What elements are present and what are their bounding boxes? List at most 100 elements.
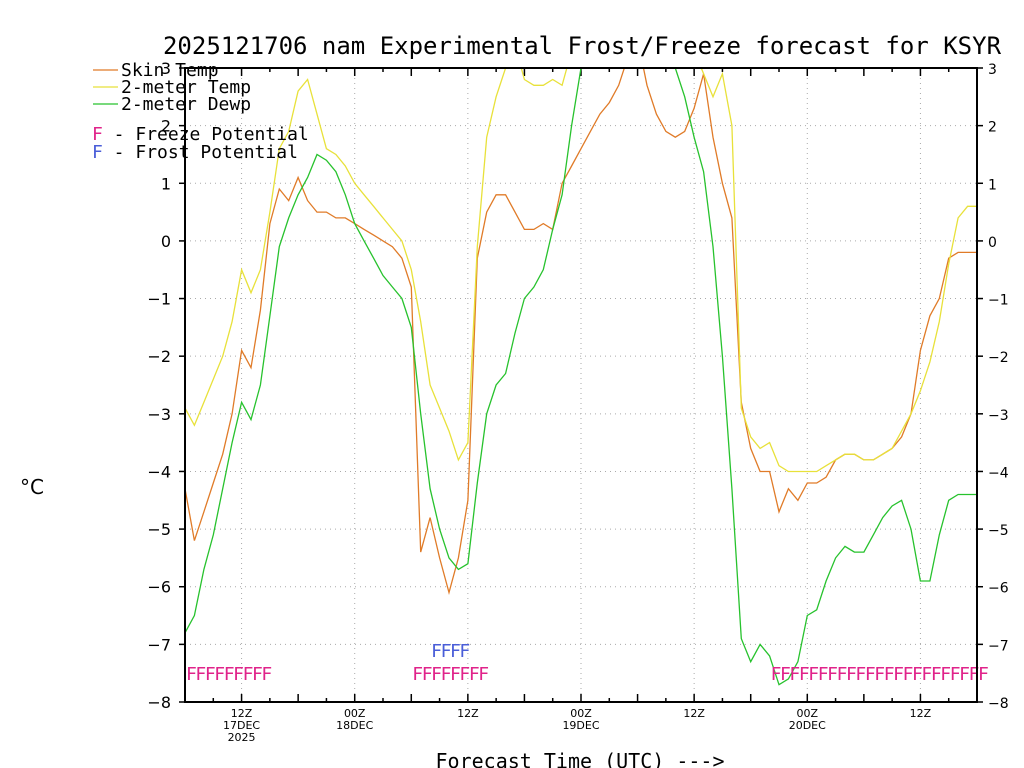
freeze-flag: F <box>865 664 876 685</box>
y-tick-label: 1 <box>988 177 997 193</box>
freeze-flag: F <box>195 664 206 685</box>
y-tick-label: −4 <box>988 465 1009 481</box>
y-tick-label: 2 <box>161 117 171 136</box>
freeze-flag: F <box>233 664 244 685</box>
freeze-flag: F <box>959 664 970 685</box>
freeze-flag: F <box>950 664 961 685</box>
freeze-flag: F <box>818 664 829 685</box>
series-line-skin-temp <box>185 68 977 595</box>
y-tick-label: −5 <box>147 520 171 539</box>
y-tick-label: −2 <box>988 350 1009 366</box>
legend-potential-text: - Frost Potential <box>103 142 298 163</box>
legend-potential-text: - Freeze Potential <box>103 124 309 145</box>
x-tick-label: 19DEC <box>562 719 599 732</box>
y-tick-label: 0 <box>161 232 171 251</box>
legend-potential-label: F - Frost Potential <box>92 142 298 163</box>
frost-flag: F <box>431 641 442 662</box>
freeze-flag: F <box>827 664 838 685</box>
legend-label: 2-meter Dewp <box>121 94 251 115</box>
y-tick-label: −7 <box>147 635 171 654</box>
frost-flag: F <box>459 641 470 662</box>
legend-label: 2-meter Temp <box>121 77 251 98</box>
y-tick-label: 1 <box>161 174 171 193</box>
y-tick-label: −8 <box>988 696 1009 712</box>
x-tick-label: 00Z <box>570 707 592 720</box>
freeze-flag: F <box>969 664 980 685</box>
x-tick-label: 17DEC <box>223 719 260 732</box>
x-axis-label: Forecast Time (UTC) ---> <box>436 749 725 768</box>
freeze-flag: F <box>837 664 848 685</box>
freeze-flag: F <box>224 664 235 685</box>
legend-potential-letter: F <box>92 124 103 145</box>
freeze-flag: F <box>243 664 254 685</box>
x-tick-label: 20DEC <box>789 719 826 732</box>
legend-potential-letter: F <box>92 142 103 163</box>
freeze-flag: F <box>469 664 480 685</box>
freeze-flag: F <box>431 664 442 685</box>
freeze-flag: F <box>799 664 810 685</box>
freeze-flag: F <box>808 664 819 685</box>
freeze-flag: F <box>855 664 866 685</box>
y-tick-label: −5 <box>988 523 1009 539</box>
x-tick-label: 2025 <box>228 731 256 744</box>
freeze-flag: F <box>874 664 885 685</box>
y-tick-label: −6 <box>988 581 1009 597</box>
y-tick-label: −8 <box>147 693 171 712</box>
freeze-flag: F <box>931 664 942 685</box>
frost-flag: F <box>450 641 461 662</box>
freeze-flag: F <box>846 664 857 685</box>
freeze-flag: F <box>205 664 216 685</box>
freeze-flag: F <box>771 664 782 685</box>
y-tick-label: −2 <box>147 347 171 366</box>
y-tick-label: 3 <box>161 59 171 78</box>
x-tick-label: 12Z <box>910 707 932 720</box>
freeze-flag: F <box>893 664 904 685</box>
x-tick-label: 12Z <box>231 707 253 720</box>
x-tick-label: 00Z <box>797 707 819 720</box>
legend-label: Skin Temp <box>121 60 219 81</box>
y-tick-label: −1 <box>988 293 1009 309</box>
series-line-2-meter-temp <box>185 68 977 473</box>
chart-title: 2025121706 nam Experimental Frost/Freeze… <box>163 32 1002 60</box>
y-tick-label: −3 <box>147 405 171 424</box>
y-tick-label: 0 <box>988 235 997 251</box>
legend-potential-label: F - Freeze Potential <box>92 124 309 145</box>
freeze-flag: F <box>780 664 791 685</box>
freeze-flag: F <box>978 664 989 685</box>
freeze-flag: F <box>450 664 461 685</box>
y-tick-label: −6 <box>147 578 171 597</box>
freeze-flag: F <box>412 664 423 685</box>
y-tick-label: 3 <box>988 62 997 78</box>
freeze-flag: F <box>459 664 470 685</box>
x-tick-label: 18DEC <box>336 719 373 732</box>
x-tick-label: 12Z <box>683 707 705 720</box>
series-lines <box>185 68 977 686</box>
freeze-flag: F <box>912 664 923 685</box>
freeze-flag: F <box>940 664 951 685</box>
gridlines <box>185 68 977 702</box>
freeze-flag: F <box>214 664 225 685</box>
freeze-flag: F <box>422 664 433 685</box>
freeze-flag: F <box>441 664 452 685</box>
freeze-flag: F <box>789 664 800 685</box>
freeze-flag: F <box>261 664 272 685</box>
y-tick-label: −3 <box>988 408 1009 424</box>
y-tick-label: −4 <box>147 462 171 481</box>
x-tick-label: 00Z <box>344 707 366 720</box>
freeze-flag: F <box>478 664 489 685</box>
freeze-flag: F <box>186 664 197 685</box>
frost-flag: F <box>441 641 452 662</box>
y-tick-label: 2 <box>988 120 997 136</box>
y-axis-label: °C <box>20 475 44 499</box>
y-tick-label: −1 <box>147 290 171 309</box>
freeze-flag: F <box>921 664 932 685</box>
y-axis-left: −8 −7 −6 −5 −4 −3 −2 −1 0 1 2 3 <box>147 59 185 712</box>
plot-frame <box>184 67 978 703</box>
series-line-2-meter-dewp <box>185 68 977 686</box>
freeze-flag: F <box>903 664 914 685</box>
freeze-flag: F <box>884 664 895 685</box>
freeze-flag: F <box>252 664 263 685</box>
